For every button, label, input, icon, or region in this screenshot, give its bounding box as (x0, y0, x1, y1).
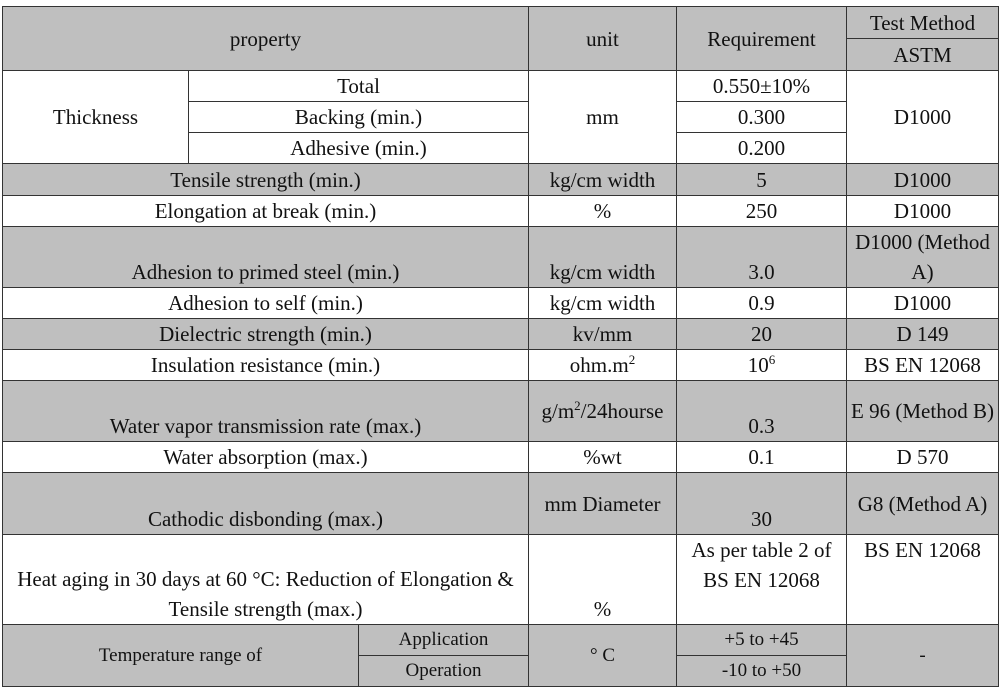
requirement-cell: 106 (676, 349, 847, 381)
requirement-cell: 250 (676, 195, 847, 227)
cell-text: ohm.m (569, 353, 629, 377)
table-row: Operation -10 to +50 (3, 655, 999, 687)
unit-cell: % (528, 534, 677, 625)
property-cell: Adhesion to primed steel (min.) (2, 226, 529, 288)
unit-cell: mm (528, 70, 677, 164)
requirement-cell: 30 (676, 472, 847, 535)
unit-cell: g/m2/24hourse (528, 380, 677, 442)
property-cell: Insulation resistance (min.) (2, 349, 529, 381)
property-cell: Heat aging in 30 days at 60 °C: Reductio… (2, 534, 529, 625)
property-cell: Water absorption (max.) (2, 441, 529, 473)
header-cell: Test Method (846, 6, 999, 39)
table-row: Temperature range of Application ° C +5 to … (2, 624, 999, 687)
test-method-cell: D 149 (846, 318, 999, 350)
superscript: 2 (628, 352, 636, 367)
header-cell: property (2, 6, 529, 71)
table-row: Thickness Total mm 0.550±10% D1000 (2, 70, 999, 164)
unit-cell: kg/cm width (528, 163, 677, 196)
test-method-cell: - (846, 624, 999, 687)
unit-cell: mm Diameter (528, 472, 677, 535)
group-label: Thickness (2, 70, 189, 164)
table-row: Water absorption (max.) %wt 0.1 D 570 (2, 441, 999, 473)
table-row: Adhesive (min.) 0.200 (3, 132, 999, 164)
requirement-cell: 0.200 (676, 132, 847, 164)
superscript: 6 (768, 352, 776, 367)
requirement-cell: +5 to +45 (676, 624, 847, 656)
unit-cell: kv/mm (528, 318, 677, 350)
requirement-cell: 0.3 (676, 380, 847, 442)
requirement-cell: 0.1 (676, 441, 847, 473)
table-row: Heat aging in 30 days at 60 °C: Reductio… (2, 534, 999, 625)
sub-property: Application (358, 624, 529, 656)
property-cell: Tensile strength (min.) (2, 163, 529, 196)
test-method-cell: D 570 (846, 441, 999, 473)
test-method-cell: D1000 (846, 195, 999, 227)
requirement-cell: As per table 2 of BS EN 12068 (676, 534, 847, 625)
unit-cell: %wt (528, 441, 677, 473)
table-row: Adhesion to primed steel (min.) kg/cm wid… (2, 226, 999, 288)
sub-property: Backing (min.) (188, 101, 529, 133)
property-cell: Elongation at break (min.) (2, 195, 529, 227)
table-row: ASTM (3, 38, 999, 71)
property-cell: Cathodic disbonding (max.) (2, 472, 529, 535)
unit-cell: ° C (528, 624, 677, 687)
header-cell: Requirement (676, 6, 847, 71)
table-row: property unit Requirement Test Method (2, 6, 999, 71)
table-row: Water vapor transmission rate (max.) g/m2… (2, 380, 999, 442)
table-row: Tensile strength (min.) kg/cm width 5 D1000 (2, 163, 999, 196)
sub-property: Total (188, 70, 529, 102)
requirement-cell: 20 (676, 318, 847, 350)
unit-cell: % (528, 195, 677, 227)
cell-text: /24hourse (580, 399, 664, 423)
test-method-cell: D1000 (846, 70, 999, 164)
sub-property: Adhesive (min.) (188, 132, 529, 164)
header-cell: unit (528, 6, 677, 71)
unit-cell: kg/cm width (528, 226, 677, 288)
spec-table: property unit Requirement Test Method ASTM Th… (2, 6, 999, 687)
test-method-cell: D1000 (Method A) (846, 226, 999, 288)
requirement-cell: 0.300 (676, 101, 847, 133)
property-cell: Adhesion to self (min.) (2, 287, 529, 319)
requirement-cell: -10 to +50 (676, 655, 847, 687)
table-row: Elongation at break (min.)% 250 D1000 (2, 195, 999, 227)
group-label: Temperature range of (2, 624, 359, 687)
cell-text: 10 (747, 353, 769, 377)
unit-cell: ohm.m2 (528, 349, 677, 381)
unit-cell: kg/cm width (528, 287, 677, 319)
table-body: property unit Requirement Test Method ASTM Th… (2, 6, 999, 687)
table-row: Adhesion to self (min.) kg/cm width 0.9 D10… (2, 287, 999, 319)
test-method-cell: D1000 (846, 287, 999, 319)
requirement-cell: 0.9 (676, 287, 847, 319)
test-method-cell: G8 (Method A) (846, 472, 999, 535)
table-row: Cathodic disbonding (max.) mm Diameter 30 G… (2, 472, 999, 535)
header-cell: ASTM (846, 38, 999, 71)
table-row: Dielectric strength (min.) kv/mm 20 D 149 (2, 318, 999, 350)
sub-property: Operation (358, 655, 529, 687)
property-cell: Dielectric strength (min.) (2, 318, 529, 350)
requirement-cell: 5 (676, 163, 847, 196)
cell-text: g/m (541, 399, 575, 423)
test-method-cell: BS EN 12068 (846, 349, 999, 381)
test-method-cell: E 96 (Method B) (846, 380, 999, 442)
table-row: Insulation resistance (min.) ohm.m2 106 BS … (2, 349, 999, 381)
test-method-cell: D1000 (846, 163, 999, 196)
superscript: 2 (574, 398, 581, 413)
property-cell: Water vapor transmission rate (max.) (2, 380, 529, 442)
requirement-cell: 0.550±10% (676, 70, 847, 102)
requirement-cell: 3.0 (676, 226, 847, 288)
test-method-cell: BS EN 12068 (846, 534, 999, 625)
